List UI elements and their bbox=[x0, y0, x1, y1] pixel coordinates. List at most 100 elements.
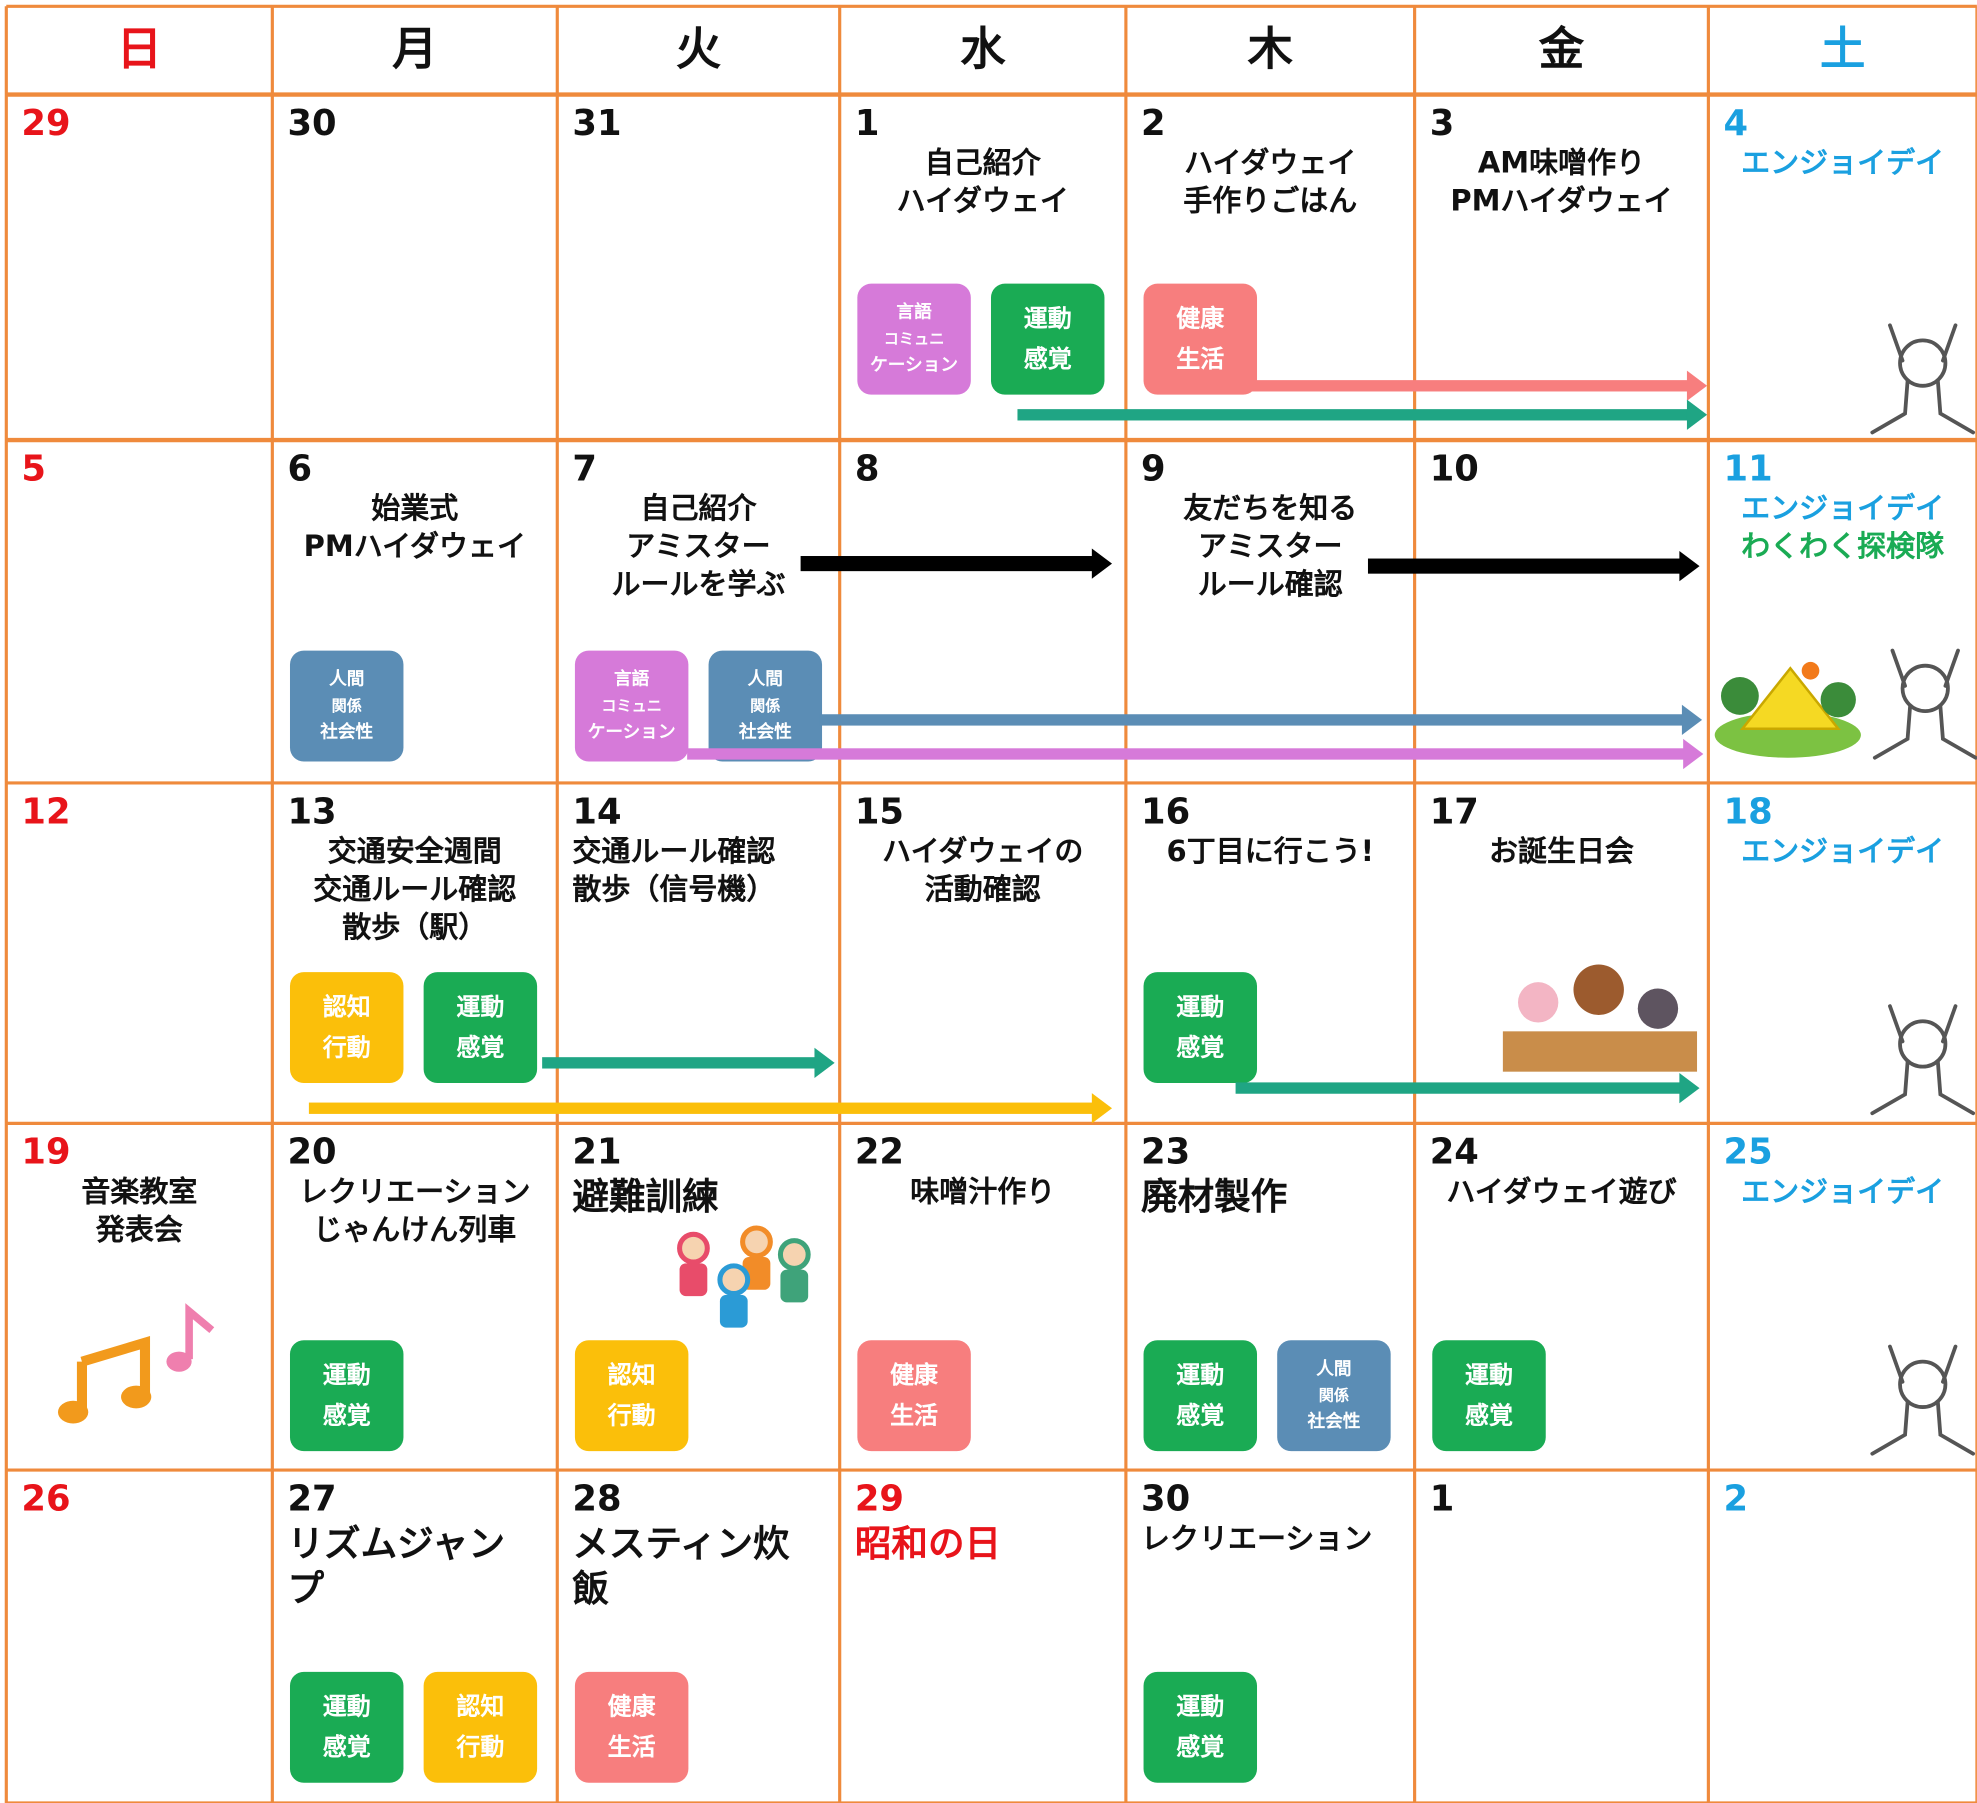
date-number: 24 bbox=[1429, 1130, 1479, 1173]
event-text: ルールを学ぶ bbox=[611, 568, 786, 602]
event-text: エンジョイデイ bbox=[1741, 492, 1945, 526]
tag-label: 言語 bbox=[614, 669, 650, 690]
event-text: 散歩（駅） bbox=[342, 911, 488, 945]
date-number: 25 bbox=[1723, 1130, 1773, 1173]
category-tag: 運動 感覚 bbox=[423, 972, 538, 1084]
person-body bbox=[780, 1269, 809, 1303]
arrow-shaft bbox=[308, 1102, 1095, 1114]
category-tag: 認知 行動 bbox=[574, 1340, 689, 1452]
date-number: 30 bbox=[287, 102, 337, 144]
date-number: 29 bbox=[854, 1477, 904, 1520]
arrow-shaft bbox=[1367, 558, 1682, 574]
date-number: 7 bbox=[572, 447, 597, 490]
arrow-head bbox=[1091, 548, 1113, 579]
rabbit bbox=[1518, 982, 1559, 1023]
figure-body bbox=[1870, 323, 1976, 435]
event-text: じゃんけん列車 bbox=[313, 1214, 517, 1247]
arrow-head bbox=[1686, 399, 1708, 430]
category-tag: 運動 感覚 bbox=[1143, 1671, 1258, 1783]
music-note bbox=[57, 1400, 89, 1424]
arrow-shaft bbox=[542, 1057, 817, 1069]
tag-label: 社会性 bbox=[320, 722, 374, 743]
event-text: 散歩（信号機） bbox=[572, 873, 776, 907]
tent bbox=[1739, 666, 1841, 731]
date-number: 14 bbox=[572, 790, 622, 833]
weekday-header: 土 bbox=[1819, 23, 1866, 76]
event-text: 避難訓練 bbox=[572, 1175, 719, 1218]
figure-head bbox=[1900, 663, 1950, 713]
tag-label: 認知 bbox=[322, 993, 371, 1022]
tag-label: 感覚 bbox=[1176, 1033, 1225, 1062]
tag-label: 感覚 bbox=[456, 1033, 505, 1062]
date-number: 10 bbox=[1429, 447, 1479, 490]
category-tag: 運動 感覚 bbox=[1143, 972, 1258, 1084]
date-number: 28 bbox=[572, 1477, 622, 1520]
event-text: 交通安全週間 bbox=[327, 835, 502, 869]
weekday-header: 火 bbox=[675, 23, 722, 76]
person-body bbox=[679, 1263, 708, 1297]
tag-label: 認知 bbox=[456, 1693, 505, 1721]
tag-label: 人間 bbox=[1316, 1359, 1352, 1380]
category-tag: 運動 感覚 bbox=[289, 1671, 404, 1783]
event-text: レクリエーション bbox=[1141, 1523, 1373, 1556]
event-text: リズムジャン bbox=[287, 1521, 506, 1565]
tag-label: 運動 bbox=[1176, 1361, 1225, 1390]
category-tag: 健康 生活 bbox=[574, 1671, 689, 1783]
event-text: 発表会 bbox=[95, 1214, 183, 1247]
event-text: エンジョイデイ bbox=[1741, 147, 1945, 181]
tag-label: 関係 bbox=[1318, 1386, 1350, 1405]
tag-label: 感覚 bbox=[322, 1402, 371, 1430]
category-tag: 運動 感覚 bbox=[1432, 1340, 1546, 1452]
tag-label: 生活 bbox=[1176, 345, 1225, 374]
event-text: 自己紹介 bbox=[640, 492, 757, 526]
date-number: 31 bbox=[572, 102, 622, 144]
person-head bbox=[717, 1263, 751, 1297]
date-number: 15 bbox=[854, 790, 904, 833]
event-text: PMハイダウェイ bbox=[1450, 185, 1673, 219]
date-number: 20 bbox=[287, 1130, 337, 1173]
event-text: 活動確認 bbox=[924, 873, 1041, 907]
tag-label: 生活 bbox=[890, 1402, 939, 1430]
event-text: アミスター bbox=[1198, 530, 1343, 564]
tag-label: 感覚 bbox=[1176, 1402, 1225, 1430]
category-tag: 認知 行動 bbox=[423, 1671, 538, 1783]
date-number: 6 bbox=[287, 447, 313, 490]
tag-label: コミュニ bbox=[601, 697, 662, 715]
arrow-shaft bbox=[1235, 1082, 1682, 1094]
date-number: 2 bbox=[1723, 1477, 1749, 1520]
tag-label: 運動 bbox=[322, 1693, 371, 1721]
arrow-shaft bbox=[819, 714, 1685, 726]
tag-label: 行動 bbox=[456, 1733, 505, 1762]
date-number: 30 bbox=[1141, 1477, 1191, 1520]
category-tag: 言語 コミュニ ケーション bbox=[574, 650, 689, 762]
person-head bbox=[777, 1238, 811, 1271]
tag-label: 運動 bbox=[1176, 993, 1225, 1022]
category-tag: 健康 生活 bbox=[1143, 283, 1258, 395]
cat bbox=[1637, 988, 1679, 1029]
date-number: 1 bbox=[854, 102, 880, 144]
figure-head bbox=[1898, 1019, 1948, 1069]
event-text: 音楽教室 bbox=[81, 1176, 198, 1210]
arrow-head bbox=[1681, 704, 1703, 736]
event-text: 手作りごはん bbox=[1183, 185, 1358, 219]
weekday-header: 月 bbox=[392, 23, 438, 76]
tag-label: 感覚 bbox=[1465, 1402, 1513, 1430]
event-text: 飯 bbox=[572, 1567, 609, 1611]
tag-label: 運動 bbox=[1176, 1693, 1225, 1721]
date-number: 17 bbox=[1429, 790, 1479, 833]
tag-label: 運動 bbox=[322, 1361, 371, 1390]
figure-body bbox=[1870, 1004, 1976, 1116]
event-text: ハイダウェイ bbox=[896, 185, 1069, 219]
date-number: 3 bbox=[1429, 102, 1455, 144]
tag-label: ケーション bbox=[870, 355, 959, 376]
event-text: エンジョイデイ bbox=[1741, 835, 1945, 869]
date-number: 12 bbox=[21, 790, 71, 833]
date-number: 16 bbox=[1141, 790, 1191, 833]
category-tag: 人間 関係 社会性 bbox=[289, 650, 404, 762]
bear bbox=[1573, 964, 1624, 1015]
event-text: 廃材製作 bbox=[1141, 1175, 1288, 1218]
category-tag: 運動 感覚 bbox=[990, 283, 1105, 395]
